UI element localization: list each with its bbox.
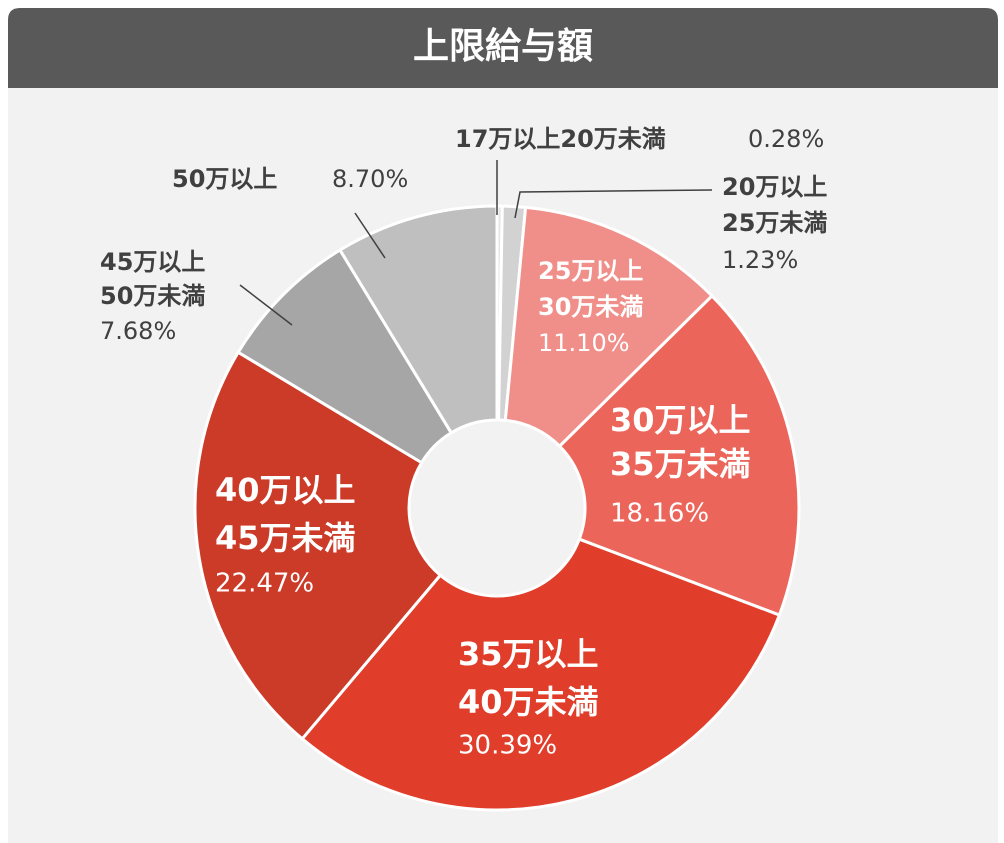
slice-label: 25万未満 xyxy=(722,209,827,237)
donut-slice xyxy=(503,205,715,449)
value-label: 8.70% xyxy=(332,165,408,193)
donut-slice xyxy=(557,293,801,617)
slice-label: 35万以上 xyxy=(458,635,599,673)
donut-slice xyxy=(300,537,782,812)
slice-label: 40万未満 xyxy=(458,683,599,721)
donut-slice xyxy=(236,247,454,465)
donut-slice xyxy=(193,350,443,741)
value-label: 1.23% xyxy=(722,246,798,274)
value-label: 18.16% xyxy=(610,499,709,529)
value-label: 0.28% xyxy=(748,125,824,153)
slice-label: 50万未満 xyxy=(100,282,205,310)
slice-label: 35万未満 xyxy=(610,445,751,483)
slice-label: 45万未満 xyxy=(215,519,356,557)
slice-label: 30万未満 xyxy=(538,293,643,321)
slice-label: 17万以上20万未満 xyxy=(455,125,666,153)
leader-line xyxy=(354,212,386,259)
donut-slice xyxy=(337,204,499,435)
chart-title: 上限給与額 xyxy=(413,26,593,67)
leader-line xyxy=(514,189,713,219)
slice-label: 45万以上 xyxy=(100,248,205,276)
value-label: 30.39% xyxy=(458,731,557,761)
value-label: 7.68% xyxy=(100,317,176,345)
value-label: 11.10% xyxy=(538,329,630,357)
slice-label: 40万以上 xyxy=(215,471,356,509)
title-bar xyxy=(8,8,998,88)
slice-label: 30万以上 xyxy=(610,401,751,439)
leader-line xyxy=(239,284,293,326)
slice-label: 20万以上 xyxy=(722,173,827,201)
slice-label: 50万以上 xyxy=(172,165,277,193)
slice-label: 25万以上 xyxy=(538,257,643,285)
value-label: 22.47% xyxy=(215,569,314,599)
